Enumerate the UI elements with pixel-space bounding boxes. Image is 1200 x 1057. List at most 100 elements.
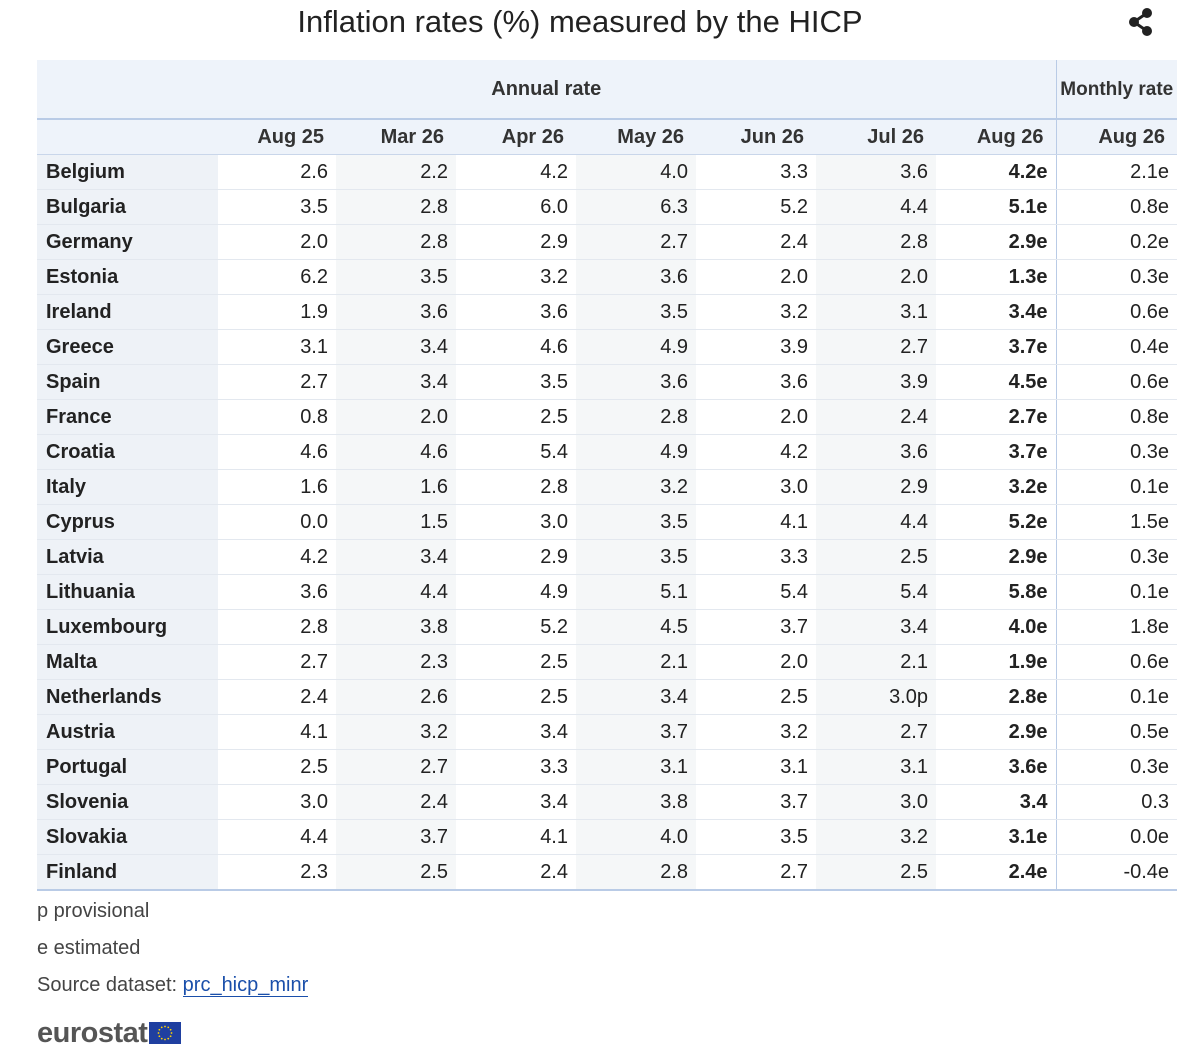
table-row: Latvia 4.2 3.4 2.9 3.5 3.3 2.5 2.9e 0.3e <box>37 539 1178 575</box>
table-row: Croatia 4.6 4.6 5.4 4.9 4.2 3.6 3.7e 0.3e <box>37 434 1178 470</box>
value-cell: 2.5 <box>336 854 456 891</box>
value-cell: 1.9 <box>218 294 336 330</box>
country-cell: Slovakia <box>37 819 218 855</box>
value-cell: 1.8e <box>1055 609 1178 645</box>
value-cell: 1.6 <box>218 469 336 505</box>
value-cell: 2.6 <box>218 154 336 190</box>
page-title: Inflation rates (%) measured by the HICP <box>297 4 863 39</box>
value-cell: 2.9e <box>936 224 1057 260</box>
value-cell: 2.7 <box>816 329 936 365</box>
value-cell: 3.9 <box>816 364 936 400</box>
value-cell: 1.9e <box>936 644 1057 680</box>
value-cell: 1.6 <box>336 469 456 505</box>
value-cell: 3.2e <box>936 469 1057 505</box>
value-cell: 3.3 <box>696 154 816 190</box>
value-cell: 3.7 <box>696 609 816 645</box>
value-cell: 0.6e <box>1055 364 1178 400</box>
value-cell: 4.9 <box>576 329 696 365</box>
country-cell: Bulgaria <box>37 189 218 225</box>
value-cell: 3.7e <box>936 434 1057 470</box>
value-cell: 0.6e <box>1055 644 1178 680</box>
value-cell: 3.8 <box>336 609 456 645</box>
value-cell: 3.6 <box>816 434 936 470</box>
table-row: Luxembourg 2.8 3.8 5.2 4.5 3.7 3.4 4.0e 1.8e <box>37 609 1178 645</box>
value-cell: 4.1 <box>696 504 816 540</box>
country-cell: Portugal <box>37 749 218 785</box>
value-cell: 4.9 <box>456 574 576 610</box>
value-cell: 3.5 <box>456 364 576 400</box>
value-cell: 0.2e <box>1055 224 1178 260</box>
period-header: Apr 26 <box>456 119 576 155</box>
value-cell: 3.4 <box>816 609 936 645</box>
value-cell: 5.2e <box>936 504 1057 540</box>
table-row: Lithuania 3.6 4.4 4.9 5.1 5.4 5.4 5.8e 0.1e <box>37 574 1178 610</box>
value-cell: 3.7 <box>576 714 696 750</box>
value-cell: 0.0e <box>1055 819 1178 855</box>
country-cell: Greece <box>37 329 218 365</box>
value-cell: 2.7 <box>336 749 456 785</box>
table-row: Estonia 6.2 3.5 3.2 3.6 2.0 2.0 1.3e 0.3e <box>37 259 1178 295</box>
value-cell: 2.8 <box>576 399 696 435</box>
source-dataset: Source dataset: prc_hicp_minr <box>37 974 309 997</box>
value-cell: 4.0 <box>576 819 696 855</box>
value-cell: 2.7 <box>816 714 936 750</box>
eurostat-logo[interactable]: eurostat <box>37 1015 182 1051</box>
table-row: Austria 4.1 3.2 3.4 3.7 3.2 2.7 2.9e 0.5e <box>37 714 1178 750</box>
value-cell: 2.8 <box>576 854 696 891</box>
value-cell: 0.8 <box>218 399 336 435</box>
value-cell: 4.9 <box>576 434 696 470</box>
value-cell: 3.4 <box>456 784 576 820</box>
value-cell: 3.4 <box>456 714 576 750</box>
value-cell: 3.3 <box>456 749 576 785</box>
value-cell: 3.5 <box>218 189 336 225</box>
value-cell: 2.8e <box>936 679 1057 715</box>
value-cell: 3.9 <box>696 329 816 365</box>
table-row: Slovakia 4.4 3.7 4.1 4.0 3.5 3.2 3.1e 0.0e <box>37 819 1178 855</box>
value-cell: 3.6 <box>218 574 336 610</box>
country-cell: Malta <box>37 644 218 680</box>
value-cell: 3.0 <box>696 469 816 505</box>
country-cell: Finland <box>37 854 218 891</box>
value-cell: 4.2e <box>936 154 1057 190</box>
country-cell: Latvia <box>37 539 218 575</box>
value-cell: 4.4 <box>816 504 936 540</box>
country-cell: Estonia <box>37 259 218 295</box>
value-cell: 2.4e <box>936 854 1057 891</box>
value-cell: 3.4 <box>576 679 696 715</box>
value-cell: 6.0 <box>456 189 576 225</box>
monthly-rate-header: Monthly rate <box>1055 60 1178 120</box>
footnote-estimated: e estimated <box>37 937 141 959</box>
value-cell: 4.2 <box>456 154 576 190</box>
table-row: Italy 1.6 1.6 2.8 3.2 3.0 2.9 3.2e 0.1e <box>37 469 1178 505</box>
value-cell: 3.1 <box>816 294 936 330</box>
share-button[interactable] <box>1124 4 1158 38</box>
value-cell: 3.6 <box>456 294 576 330</box>
value-cell: 1.5e <box>1055 504 1178 540</box>
value-cell: 2.0 <box>696 644 816 680</box>
value-cell: 0.4e <box>1055 329 1178 365</box>
value-cell: 2.9 <box>456 224 576 260</box>
value-cell: 3.4 <box>936 784 1057 820</box>
value-cell: 2.8 <box>456 469 576 505</box>
source-dataset-link[interactable]: prc_hicp_minr <box>182 974 309 997</box>
value-cell: 5.8e <box>936 574 1057 610</box>
value-cell: 5.4 <box>456 434 576 470</box>
table-row: Belgium 2.6 2.2 4.2 4.0 3.3 3.6 4.2e 2.1e <box>37 154 1178 190</box>
value-cell: 2.4 <box>336 784 456 820</box>
value-cell: 4.1 <box>456 819 576 855</box>
value-cell: 3.0 <box>816 784 936 820</box>
value-cell: 2.1 <box>816 644 936 680</box>
country-cell: Belgium <box>37 154 218 190</box>
country-cell: Luxembourg <box>37 609 218 645</box>
value-cell: 1.5 <box>336 504 456 540</box>
table-row: Malta 2.7 2.3 2.5 2.1 2.0 2.1 1.9e 0.6e <box>37 644 1178 680</box>
value-cell: 6.2 <box>218 259 336 295</box>
value-cell: 4.4 <box>336 574 456 610</box>
value-cell: 2.6 <box>336 679 456 715</box>
value-cell: 2.5 <box>816 539 936 575</box>
country-cell: Ireland <box>37 294 218 330</box>
table-row: Slovenia 3.0 2.4 3.4 3.8 3.7 3.0 3.4 0.3 <box>37 784 1178 820</box>
value-cell: 4.4 <box>816 189 936 225</box>
value-cell: 4.0e <box>936 609 1057 645</box>
value-cell: 2.4 <box>456 854 576 891</box>
